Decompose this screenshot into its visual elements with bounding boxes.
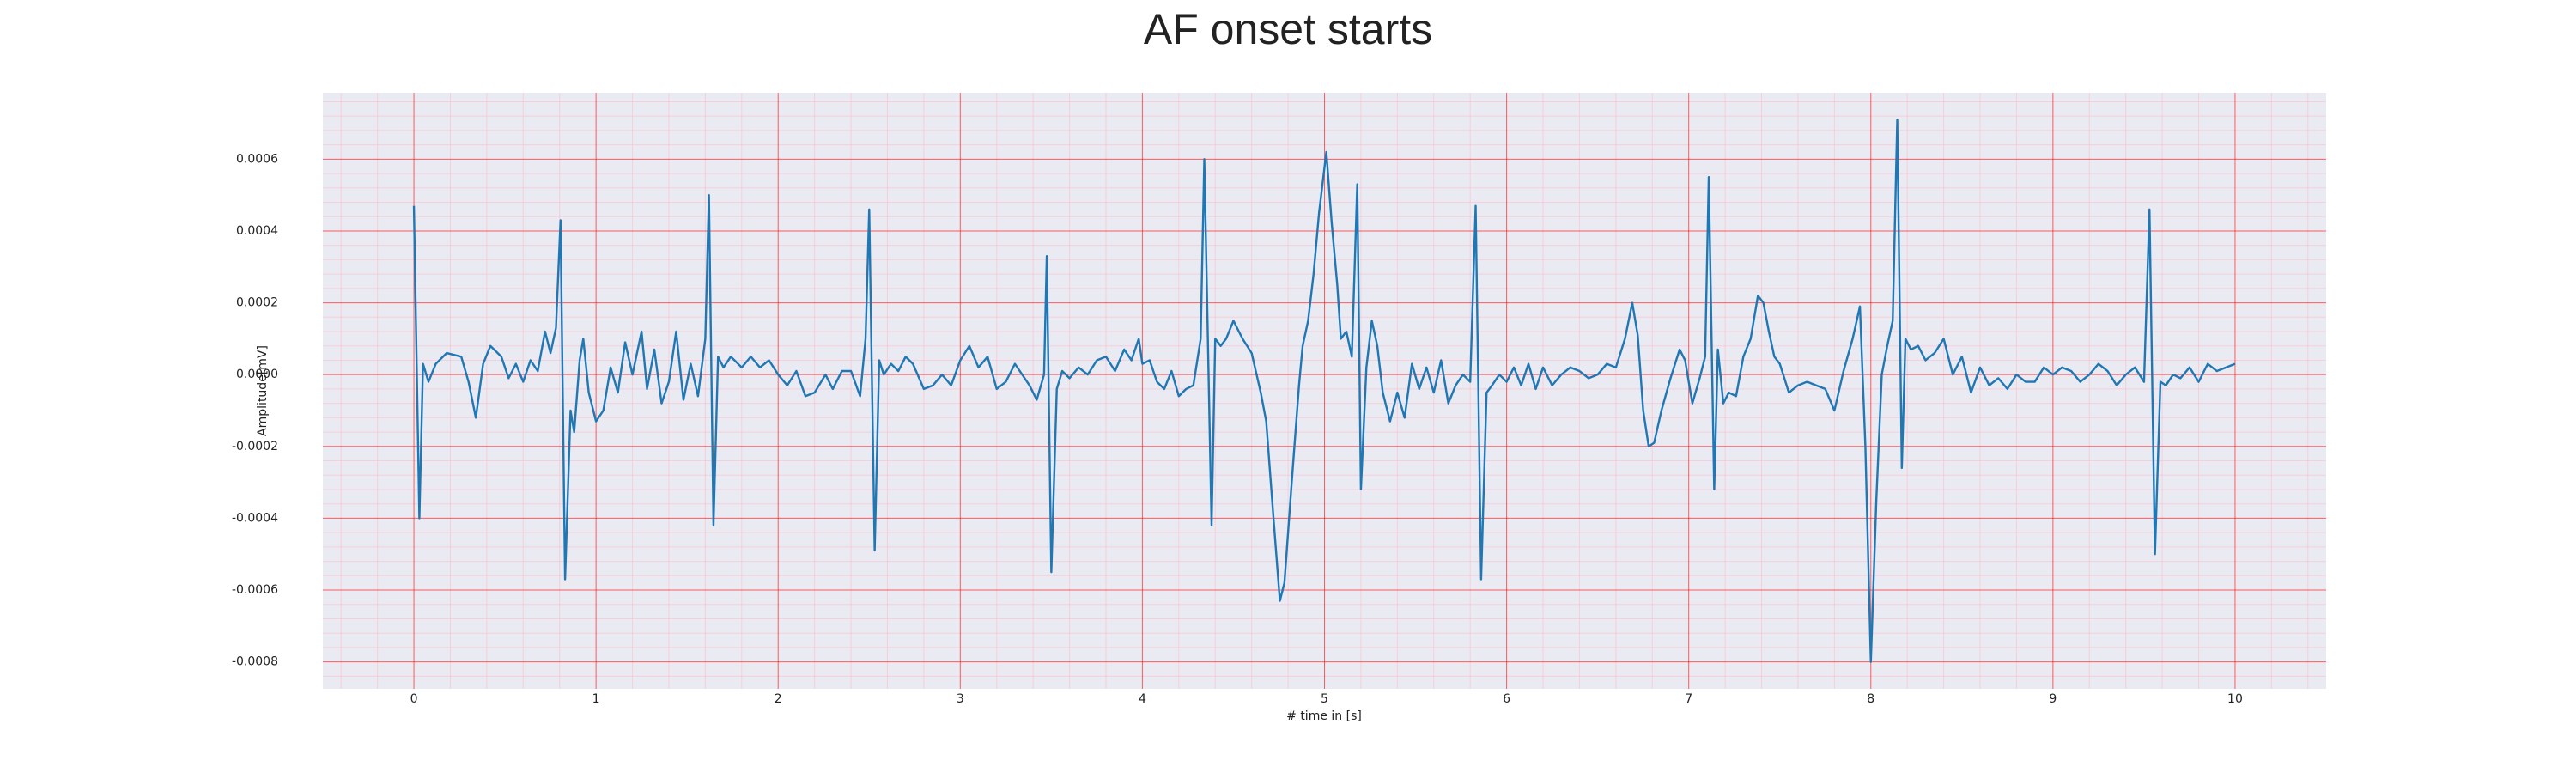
y-axis-label: Amplitude[mV] bbox=[256, 345, 270, 436]
x-tick-label: 1 bbox=[592, 692, 600, 706]
x-tick-label: 2 bbox=[775, 692, 782, 706]
x-tick-label: 3 bbox=[957, 692, 964, 706]
x-tick-label: 6 bbox=[1503, 692, 1510, 706]
x-tick-label: 7 bbox=[1685, 692, 1692, 706]
y-tick-label: -0.0008 bbox=[232, 655, 278, 669]
ecg-line bbox=[412, 119, 2236, 663]
y-tick-label: 0.0002 bbox=[236, 296, 278, 310]
x-tick-label: 4 bbox=[1139, 692, 1146, 706]
y-tick-label: 0.0000 bbox=[236, 368, 278, 381]
y-tick-label: -0.0002 bbox=[232, 440, 278, 453]
x-tick-label: 0 bbox=[410, 692, 418, 706]
x-tick-label: 5 bbox=[1321, 692, 1328, 706]
x-axis-label: # time in [s] bbox=[1286, 709, 1362, 723]
chart-title: AF onset starts bbox=[1144, 5, 1432, 53]
y-tick-label: -0.0006 bbox=[232, 583, 278, 597]
x-tick-label: 10 bbox=[2227, 692, 2243, 706]
y-tick-label: 0.0006 bbox=[236, 152, 278, 166]
y-tick-label: -0.0004 bbox=[232, 511, 278, 525]
x-tick-label: 8 bbox=[1867, 692, 1874, 706]
x-tick-label: 9 bbox=[2049, 692, 2057, 706]
y-tick-label: 0.0004 bbox=[236, 224, 278, 238]
